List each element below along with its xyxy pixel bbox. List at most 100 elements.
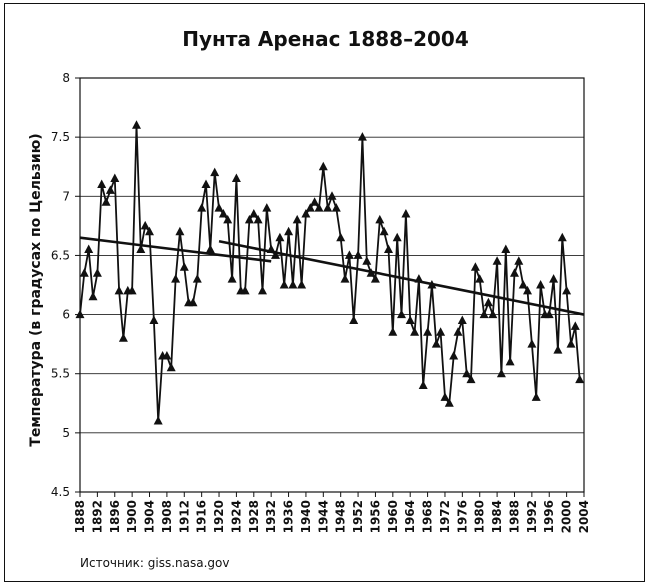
data-point xyxy=(466,374,476,384)
data-point xyxy=(88,291,98,301)
data-point xyxy=(288,280,298,289)
y-tick-label: 4.5 xyxy=(51,485,70,499)
x-tick-label: 1964 xyxy=(403,500,417,533)
data-point xyxy=(566,339,576,348)
source-note: Источник: giss.nasa.gov xyxy=(80,556,230,570)
data-point xyxy=(496,368,506,378)
y-tick-label: 5.5 xyxy=(51,367,70,381)
x-tick-label: 1944 xyxy=(316,500,330,533)
data-point xyxy=(344,250,354,259)
data-point xyxy=(153,416,163,425)
data-point xyxy=(240,285,250,295)
data-point xyxy=(175,226,185,236)
data-point xyxy=(192,274,202,283)
x-tick-label: 1948 xyxy=(334,500,348,533)
data-point xyxy=(453,327,463,336)
data-point xyxy=(301,209,311,218)
y-tick-label: 6 xyxy=(62,308,70,322)
data-point xyxy=(171,274,181,283)
plot-area xyxy=(79,77,585,493)
y-tick-label: 5 xyxy=(62,426,70,440)
data-point xyxy=(531,392,541,401)
data-point xyxy=(557,232,567,242)
x-tick-label: 1936 xyxy=(282,500,296,533)
y-tick-label: 6.5 xyxy=(51,248,70,262)
data-point xyxy=(375,214,385,224)
data-point xyxy=(205,244,215,253)
data-point xyxy=(353,250,363,259)
trendline xyxy=(79,236,272,263)
data-point xyxy=(275,232,285,242)
y-tick-label: 7.5 xyxy=(51,130,70,144)
data-point xyxy=(214,203,224,212)
data-point xyxy=(570,321,580,330)
data-point xyxy=(110,173,120,182)
x-tick-label: 1904 xyxy=(143,500,157,533)
y-axis-label: Температура (в градусах по Цельзию) xyxy=(28,133,44,446)
x-tick-label: 1888 xyxy=(73,500,87,533)
data-point xyxy=(101,197,111,206)
x-tick-label: 1956 xyxy=(368,500,382,533)
x-tick-label: 1984 xyxy=(490,500,504,533)
data-point xyxy=(197,203,207,212)
data-point xyxy=(201,179,211,188)
data-point xyxy=(227,274,237,283)
data-point xyxy=(549,274,559,283)
data-point xyxy=(314,203,324,212)
data-point xyxy=(166,362,176,372)
data-point xyxy=(118,333,128,342)
data-point xyxy=(218,209,228,218)
data-point xyxy=(266,244,276,253)
data-point xyxy=(279,280,289,289)
data-point xyxy=(505,356,515,366)
data-point xyxy=(370,274,380,283)
data-point xyxy=(105,185,115,194)
x-tick-label: 1940 xyxy=(299,500,313,533)
x-tick-label: 1924 xyxy=(229,500,243,533)
x-tick-label: 1988 xyxy=(507,500,521,533)
data-point xyxy=(79,268,89,277)
data-point xyxy=(149,315,159,324)
data-point xyxy=(444,398,454,407)
data-point xyxy=(514,256,524,265)
data-markers xyxy=(75,120,585,425)
data-point xyxy=(462,368,472,378)
data-point xyxy=(327,191,337,200)
data-point xyxy=(457,315,467,324)
data-point xyxy=(340,274,350,283)
data-point xyxy=(392,232,402,242)
data-point xyxy=(357,132,367,141)
data-point xyxy=(479,309,489,319)
data-point xyxy=(136,244,146,253)
data-point xyxy=(431,339,441,348)
x-tick-label: 1976 xyxy=(455,500,469,533)
y-tick-label: 8 xyxy=(62,71,70,85)
data-point xyxy=(440,392,450,401)
data-point xyxy=(397,309,406,319)
data-point xyxy=(97,179,107,188)
data-point xyxy=(249,209,259,218)
data-point xyxy=(188,297,198,307)
data-point xyxy=(349,315,359,324)
data-point xyxy=(323,203,333,212)
data-point xyxy=(179,262,189,271)
x-tick-label: 1968 xyxy=(421,500,435,533)
data-point xyxy=(562,285,572,295)
data-point xyxy=(297,280,307,289)
x-axis-ticks: 1888 1892 1896 1900 1904 1908 1912 1916 1920 1924… xyxy=(73,492,591,533)
gridlines xyxy=(80,77,584,493)
data-point xyxy=(210,167,220,177)
data-point xyxy=(501,244,511,253)
data-point xyxy=(84,244,94,253)
y-tick-label: 7 xyxy=(62,189,70,203)
data-point xyxy=(379,226,389,236)
data-point xyxy=(92,268,102,277)
data-point xyxy=(527,339,537,348)
x-tick-label: 1996 xyxy=(542,500,556,533)
data-point xyxy=(331,203,341,212)
data-point xyxy=(418,380,428,389)
data-point xyxy=(271,250,280,259)
chart-title: Пунта Аренас 1888–2004 xyxy=(182,27,469,51)
data-point xyxy=(423,327,433,336)
data-point xyxy=(436,327,446,336)
